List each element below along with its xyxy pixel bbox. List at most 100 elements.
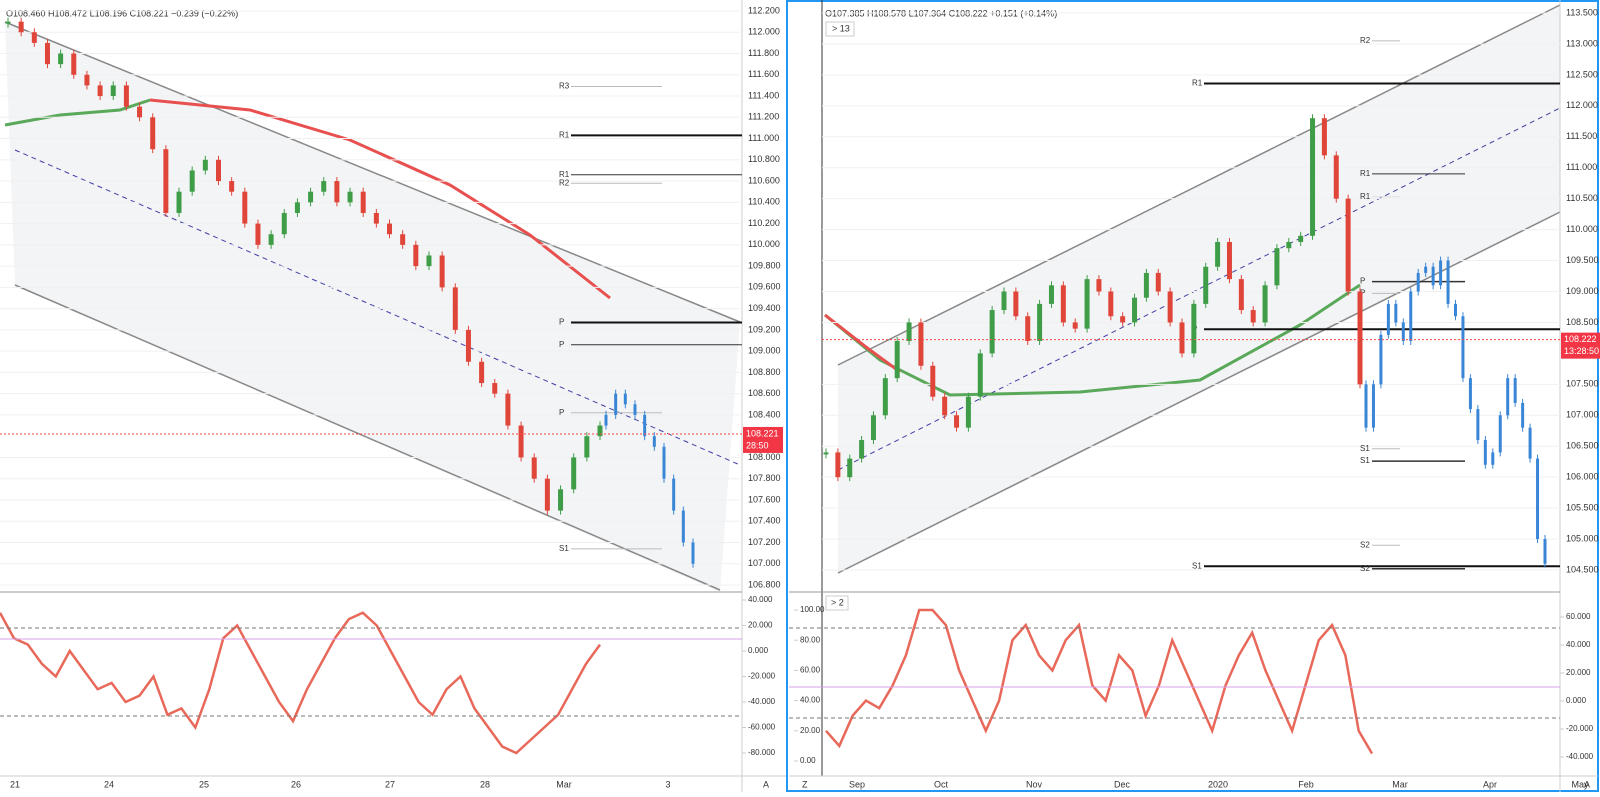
- time-label: 21: [10, 779, 20, 789]
- candle: [123, 85, 129, 107]
- pivot-label: P: [559, 340, 564, 349]
- projection-bar: [1468, 378, 1472, 410]
- price-tick-label: 107.000: [748, 558, 781, 568]
- osc-tick-label: -80.000: [748, 748, 776, 757]
- candle: [1274, 248, 1280, 286]
- time-label: Dec: [1114, 779, 1131, 789]
- osc-tick-label: -20.000: [748, 672, 776, 681]
- candle: [847, 458, 853, 478]
- candle: [44, 42, 50, 65]
- candle: [918, 322, 924, 366]
- projection-bar: [643, 414, 647, 437]
- channel-fill: [838, 5, 1560, 573]
- pivot-label: R2: [1360, 36, 1371, 45]
- osc-tick-label: -40.000: [748, 697, 776, 706]
- candle: [1120, 316, 1126, 323]
- candle: [584, 436, 590, 458]
- candle: [965, 396, 971, 428]
- projection-bar: [1483, 440, 1487, 465]
- candle: [1167, 291, 1173, 323]
- pivot-label: P: [559, 318, 564, 327]
- candle: [58, 53, 64, 65]
- candle: [215, 159, 221, 182]
- price-tick-label: 110.000: [748, 239, 780, 249]
- projection-bar: [1409, 291, 1413, 342]
- projection-bar: [652, 436, 656, 447]
- candle: [189, 170, 195, 192]
- candle: [110, 85, 116, 97]
- price-tick-label: 107.200: [748, 537, 781, 547]
- candle: [1357, 291, 1363, 385]
- price-tick-label: 110.500: [1566, 193, 1598, 203]
- candle: [1048, 285, 1054, 304]
- candle: [1072, 322, 1078, 329]
- projection-bar: [1446, 260, 1450, 304]
- button-label[interactable]: > 2: [831, 597, 844, 607]
- button-label[interactable]: > 13: [832, 23, 850, 33]
- price-tick-label: 110.800: [748, 154, 780, 164]
- projection-bar: [1401, 322, 1405, 342]
- scale-button[interactable]: A: [763, 779, 769, 789]
- channel-fill: [5, 22, 740, 592]
- price-tick-label: 107.600: [748, 494, 781, 504]
- projection-bar: [691, 542, 695, 564]
- price-tick-label: 111.500: [1566, 131, 1597, 141]
- pivot-label: P: [1360, 277, 1365, 286]
- time-label: 27: [385, 779, 395, 789]
- price-tick-label: 109.000: [748, 346, 781, 356]
- osc-tick-label: 0.00: [800, 756, 816, 765]
- candle: [1025, 316, 1031, 342]
- time-label: Mar: [1392, 779, 1408, 789]
- price-tick-label: 110.000: [1566, 224, 1598, 234]
- candle: [387, 223, 393, 235]
- projection-bar: [1364, 384, 1368, 428]
- candle: [5, 21, 11, 24]
- time-label: 26: [291, 779, 301, 789]
- projection-bar: [681, 510, 685, 543]
- price-tick-label: 109.400: [748, 303, 781, 313]
- price-tick-label: 111.000: [748, 133, 779, 143]
- collapse-button[interactable]: [825, 595, 849, 611]
- candle: [426, 255, 432, 267]
- osc-tick-label: 0.000: [748, 646, 769, 655]
- price-tick-label: 106.000: [1566, 472, 1599, 482]
- channel-line: [4, 21, 741, 323]
- osc-tick-label: 20.000: [1566, 668, 1591, 677]
- price-tick-label: 107.500: [1566, 379, 1599, 389]
- candle: [294, 202, 300, 213]
- candle: [439, 255, 445, 288]
- price-tick-label: 109.500: [1566, 255, 1599, 265]
- candle: [1108, 291, 1114, 317]
- candle: [97, 85, 103, 97]
- time-label: Apr: [1483, 779, 1497, 789]
- candle: [870, 415, 876, 441]
- candle: [492, 383, 498, 394]
- candle: [1238, 279, 1244, 311]
- time-label: Feb: [1298, 779, 1314, 789]
- projection-bar: [1379, 334, 1383, 385]
- pivot-label: R1: [559, 170, 570, 179]
- osc-tick-label: -40.000: [1566, 752, 1594, 761]
- time-label: Oct: [934, 779, 949, 789]
- price-tick-label: 110.200: [748, 218, 780, 228]
- candle: [1298, 235, 1304, 242]
- candle: [281, 212, 287, 235]
- pivot-label: R3: [559, 82, 570, 91]
- osc-tick-label: 0.000: [1566, 696, 1587, 705]
- candle: [1013, 291, 1019, 317]
- candle: [202, 159, 208, 171]
- candle: [1321, 118, 1327, 156]
- projection-bar: [1543, 539, 1547, 564]
- candle: [906, 322, 912, 342]
- osc-tick-label: 20.000: [748, 621, 773, 630]
- collapse-button[interactable]: [825, 21, 855, 37]
- projection-bar: [1371, 384, 1375, 428]
- scale-button[interactable]: Z: [802, 779, 808, 789]
- countdown-label: 13:28:50: [1564, 346, 1599, 356]
- scale-button[interactable]: A: [1584, 779, 1590, 789]
- active-pane-border: [786, 0, 1599, 792]
- price-tick-label: 107.400: [748, 516, 781, 526]
- price-tick-label: 106.800: [748, 579, 781, 589]
- candle: [255, 223, 261, 245]
- candle: [977, 353, 983, 397]
